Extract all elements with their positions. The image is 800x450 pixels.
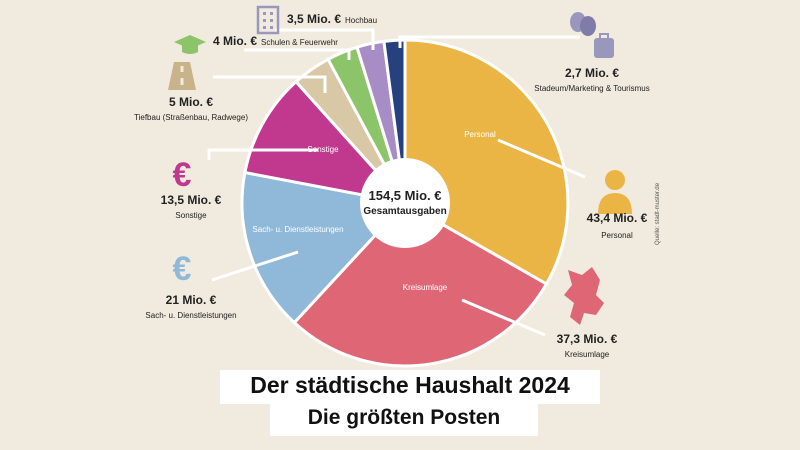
value-label-sonstige: 13,5 Mio. € (161, 193, 222, 207)
road-icon (168, 62, 196, 90)
source-note: Quelle: stadt-muster.de (655, 182, 661, 245)
slice-label-sonstige: Sonstige (307, 145, 339, 154)
pie-slice-personal (403, 38, 570, 287)
euro-icon: € (173, 156, 192, 194)
leader-line-sach-u-dienstleistungen (211, 250, 299, 282)
chart-title: Der städtische Haushalt 2024 (250, 372, 570, 398)
center-disc (360, 158, 450, 248)
leader-line-sonstige (207, 148, 318, 160)
leader-line-hochbau (275, 28, 375, 50)
caption-label-kreisumlage: Kreisumlage (565, 350, 610, 359)
value-label-kreisumlage: 37,3 Mio. € (557, 332, 618, 346)
leader-line-tiefbau-straßenbau-radwege (213, 75, 327, 93)
center-total-value: 154,5 Mio. € (369, 188, 442, 203)
caption-label-sach-u-dienstleistungen: Sach- u. Dienstleistungen (145, 311, 236, 320)
value-label-schulen-feuerwehr: 4 Mio. € (213, 34, 257, 48)
district-map-icon (564, 267, 604, 325)
caption-label-stadeum-marketing-tourismus: Stadeum/Marketing & Tourismus (534, 84, 649, 93)
leader-line-personal (497, 138, 586, 179)
svg-text:€: € (173, 156, 192, 194)
leader-line-schulen-feuerwehr (244, 48, 351, 60)
value-label-hochbau: 3,5 Mio. € (287, 12, 341, 26)
caption-label-personal: Personal (601, 231, 633, 240)
euro-icon: € (173, 250, 192, 288)
caption-label-schulen-feuerwehr: Schulen & Feuerwehr (261, 38, 338, 47)
slice-label-kreisumlage: Kreisumlage (403, 283, 448, 292)
chart-subtitle: Die größten Posten (307, 406, 501, 429)
slice-label-personal: Personal (464, 130, 496, 139)
caption-label-sonstige: Sonstige (175, 211, 207, 220)
center-total-label: Gesamtausgaben (363, 206, 446, 217)
leader-line-stadeum-marketing-tourismus (398, 35, 580, 48)
value-label-personal: 43,4 Mio. € (587, 211, 648, 225)
leader-line-kreisumlage (461, 298, 546, 337)
graduation-cap-icon (174, 35, 206, 54)
pie-slice-sonstige (243, 79, 410, 206)
theater-masks-icon (570, 12, 614, 58)
subtitle-background (270, 404, 538, 436)
pie-slice-kreisumlage (292, 201, 549, 368)
value-label-stadeum-marketing-tourismus: 2,7 Mio. € (565, 66, 619, 80)
person-icon (598, 170, 632, 214)
svg-text:€: € (173, 250, 192, 288)
building-icon (256, 5, 280, 35)
value-label-tiefbau-straßenbau-radwege: 5 Mio. € (169, 95, 213, 109)
caption-label-hochbau: Hochbau (345, 16, 377, 25)
value-label-sach-u-dienstleistungen: 21 Mio. € (166, 293, 217, 307)
slice-label-sach-u-dienstleistungen: Sach- u. Dienstleistungen (252, 225, 343, 234)
title-background (220, 370, 600, 404)
caption-label-tiefbau-straßenbau-radwege: Tiefbau (Straßenbau, Radwege) (134, 113, 248, 122)
